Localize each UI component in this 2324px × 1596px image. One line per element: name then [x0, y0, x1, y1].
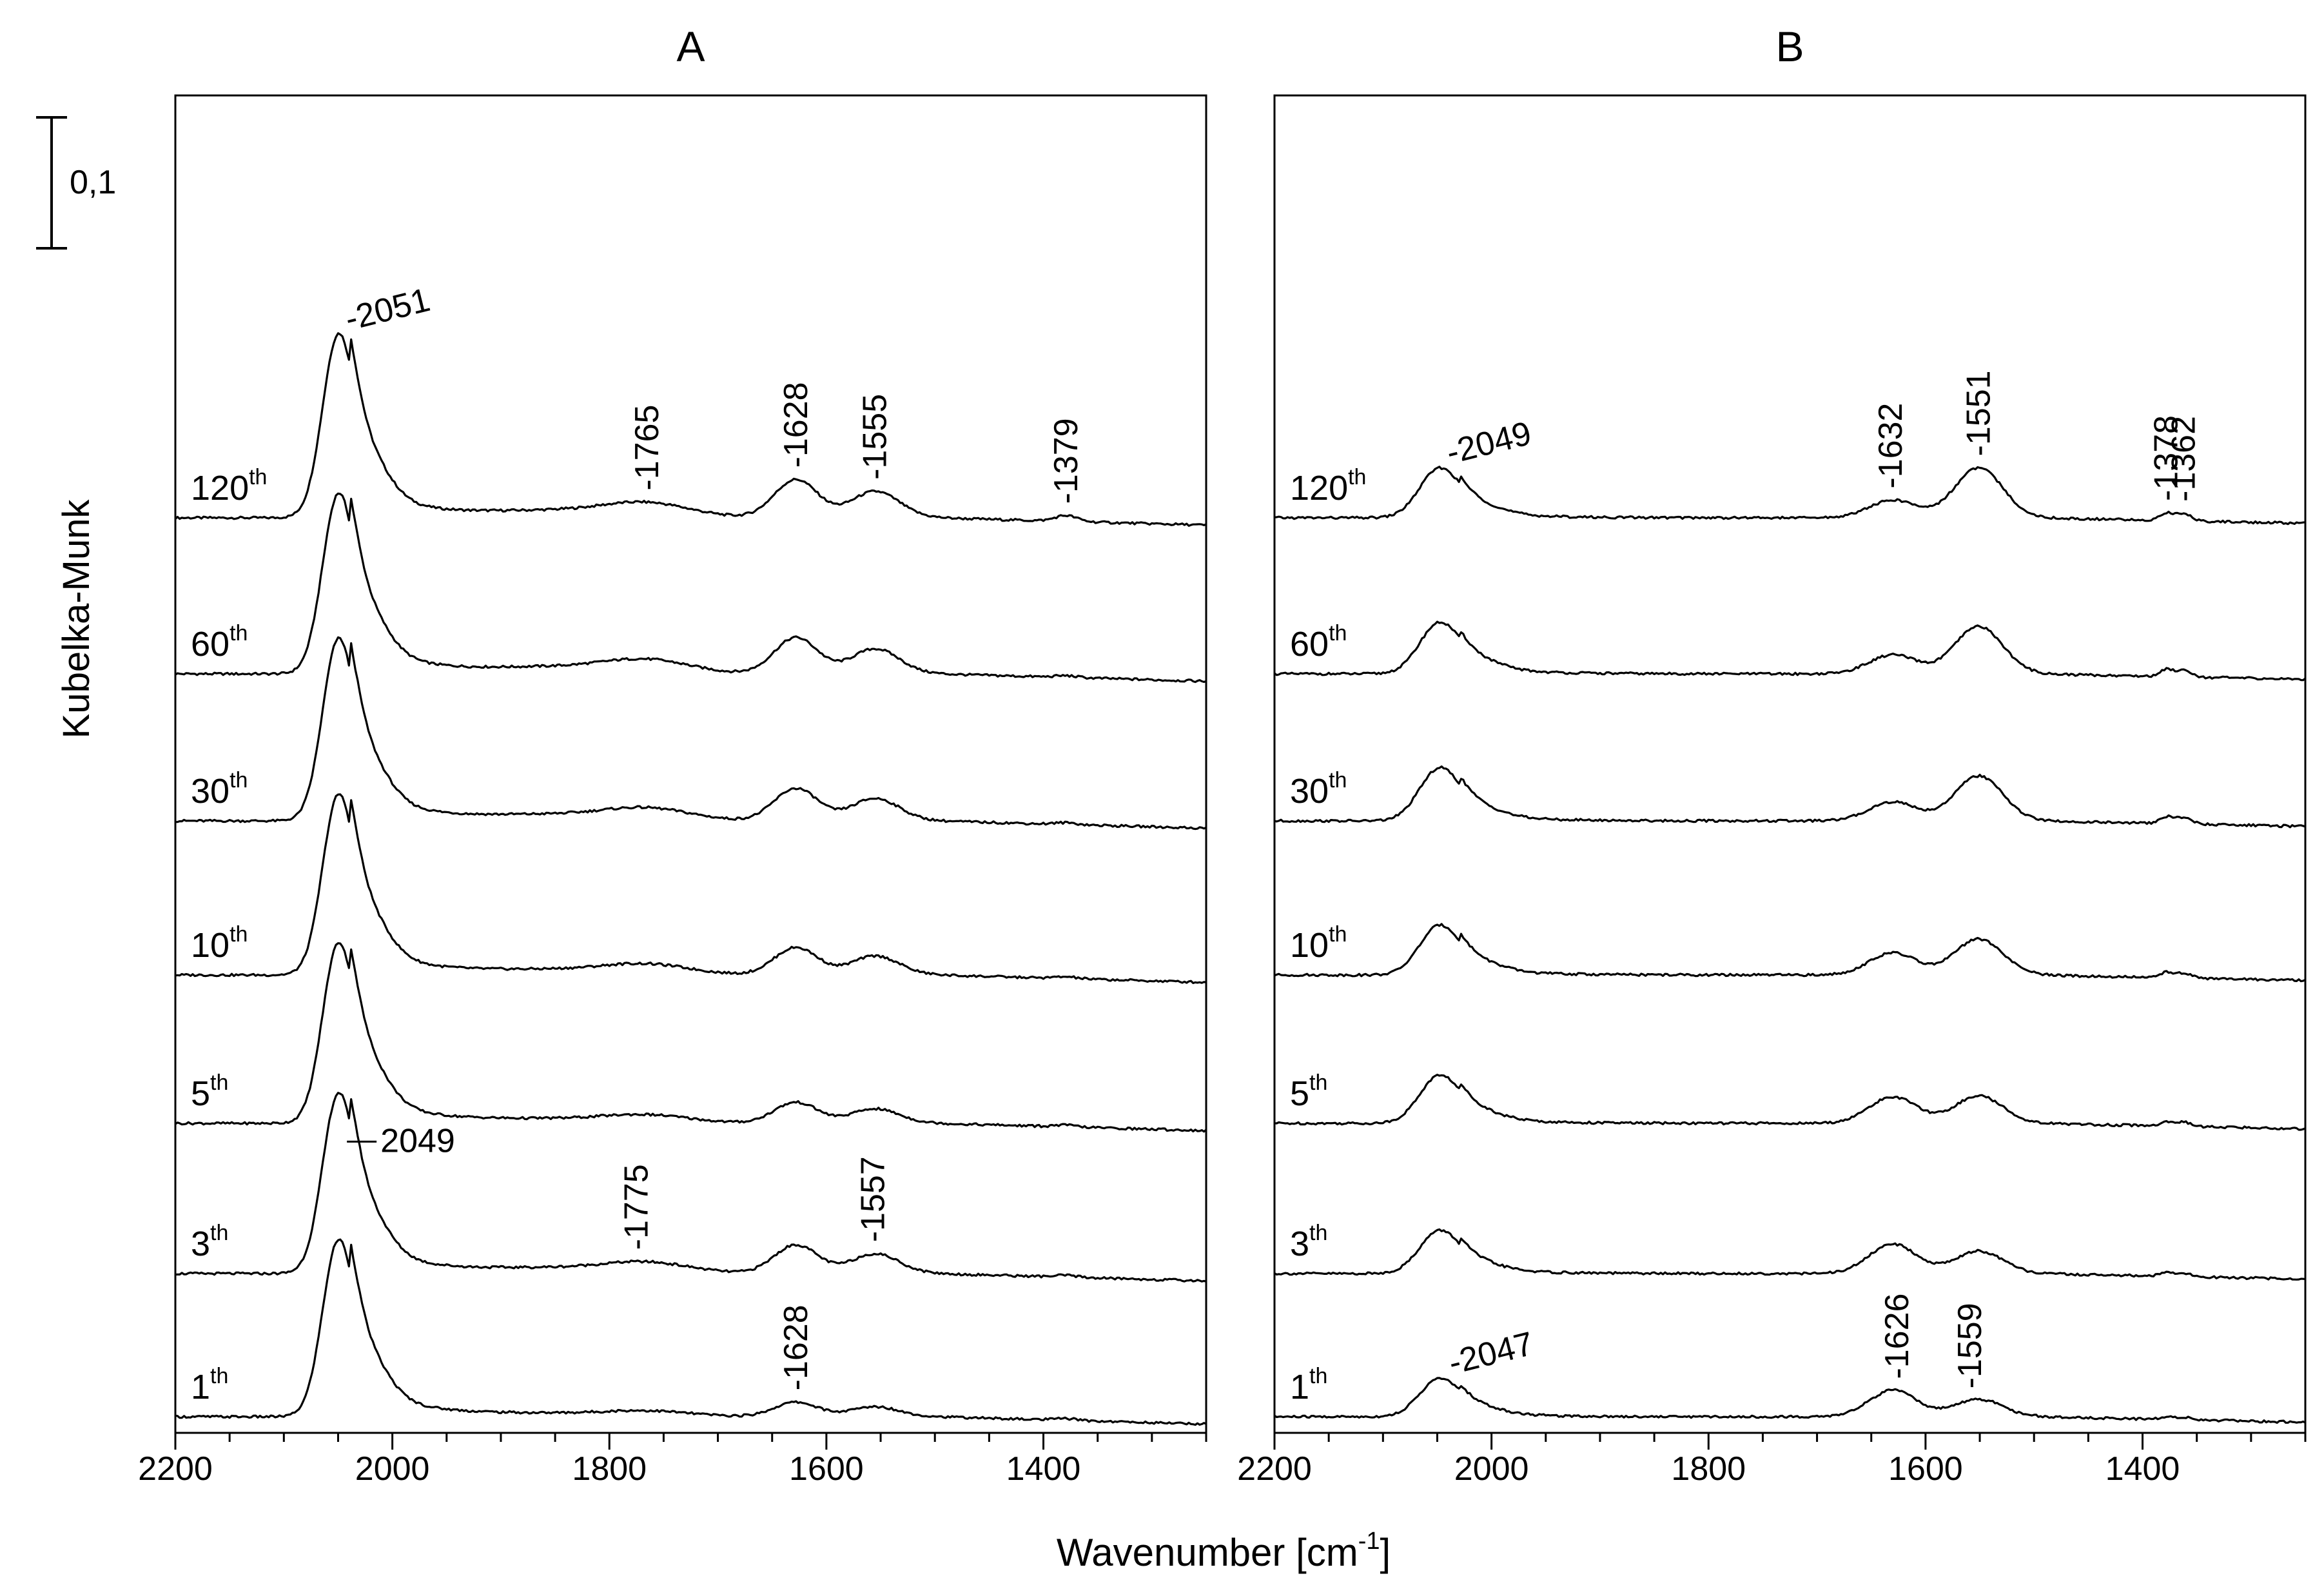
spectrum-label-suffix: th: [229, 922, 248, 947]
spectrum-label-suffix: th: [249, 465, 267, 489]
plot-frame: [1273, 94, 2307, 1434]
x-tick-label: 2200: [1237, 1450, 1312, 1488]
spectrum-label-120: 120th: [1290, 465, 1366, 507]
x-tick-label: 2200: [138, 1450, 213, 1488]
spectrum-label-suffix: th: [210, 1221, 228, 1245]
y-axis-label: Kubelka-Munk: [55, 499, 97, 739]
panel-title: B: [1775, 23, 1804, 70]
spectrum-label-3: 3th: [191, 1221, 228, 1263]
spectrum-label-suffix: th: [1309, 1221, 1327, 1245]
spectrum-line-3: [1274, 1228, 2306, 1281]
panel-b: B 2200 2000 1800 1600 1400 120th 60th 30th 10th 5t…: [1237, 23, 2307, 1488]
shared-labels: Kubelka-Munk Wavenumber [cm-1] 0,1: [36, 116, 1391, 1574]
peak-annotation-2051: -2051: [342, 281, 434, 338]
spectrum-label-1: 1th: [1290, 1364, 1327, 1406]
spectrum-line-3: [175, 1092, 1207, 1283]
peak-annotation-1559: -1559: [1951, 1303, 1989, 1388]
spectrum-line-1: [175, 1238, 1207, 1426]
peak-annotation-1362: -1362: [2165, 416, 2202, 502]
x-axis-label-superscript: -1: [1358, 1528, 1380, 1555]
spectrum-label-suffix: th: [1329, 621, 1347, 645]
spectrum-label-5: 5th: [191, 1070, 228, 1113]
peak-annotation-1551: -1551: [1960, 370, 1997, 456]
spectrum-label-60: 60th: [191, 621, 248, 664]
peak-annotation-2047: -2047: [1445, 1325, 1537, 1382]
peak-annotation-1379: -1379: [1048, 418, 1085, 504]
spectrum-line-1: [1274, 1377, 2306, 1424]
spectrum-label-30: 30th: [191, 768, 248, 811]
spectrum-label-10: 10th: [191, 922, 248, 965]
spectrum-label-suffix: th: [1309, 1070, 1327, 1095]
peak-annotation-1626: -1626: [1879, 1294, 1916, 1379]
spectrum-line-30: [175, 636, 1207, 831]
spectrum-line-10: [175, 793, 1207, 985]
spectrum-line-60: [175, 492, 1207, 684]
peak-annotation-1765: -1765: [629, 405, 666, 491]
spectrum-label-3: 3th: [1290, 1221, 1327, 1263]
spectrum-label-suffix: th: [229, 621, 248, 645]
peak-annotation-1555: -1555: [857, 394, 894, 480]
peak-annotation-1628: -1628: [777, 1305, 815, 1390]
panel-title: A: [676, 23, 705, 70]
spectrum-label-suffix: th: [1348, 465, 1366, 489]
scale-bar-label: 0,1: [70, 164, 116, 201]
spectrum-label-suffix: th: [210, 1364, 228, 1388]
spectrum-label-10: 10th: [1290, 922, 1347, 965]
peak-annotation-2049: 2049: [380, 1122, 455, 1159]
peak-annotation-1378: -1378: [2148, 415, 2185, 501]
spectrum-label-30: 30th: [1290, 768, 1347, 811]
x-tick-label: 1400: [2105, 1450, 2180, 1488]
panel-a: A 2200 2000 1800 1600 1400 120th 60th 30th 10th 5t…: [138, 23, 1207, 1488]
x-tick-label: 1600: [789, 1450, 864, 1488]
spectrum-line-30: [1274, 765, 2306, 829]
spectrum-line-120: [174, 332, 1207, 527]
x-tick-label: 2000: [1454, 1450, 1529, 1488]
plot-frame: [174, 94, 1207, 1434]
spectrum-label-suffix: th: [1329, 768, 1347, 793]
spectrum-line-60: [1273, 620, 2306, 682]
peak-annotation-1632: -1632: [1872, 403, 1909, 489]
x-tick-label: 2000: [355, 1450, 430, 1488]
spectrum-label-120: 120th: [191, 465, 267, 507]
x-tick-label: 1800: [572, 1450, 647, 1488]
spectrum-label-5: 5th: [1290, 1070, 1327, 1113]
peak-annotation-1557: -1557: [854, 1156, 892, 1242]
spectrum-label-suffix: th: [229, 768, 248, 793]
peak-annotation-2049: -2049: [1443, 415, 1535, 471]
x-tick-label: 1600: [1888, 1450, 1963, 1488]
spectrum-line-5: [1274, 1074, 2306, 1131]
spectrum-label-suffix: th: [1329, 922, 1347, 947]
x-tick-label: 1800: [1671, 1450, 1746, 1488]
spectrum-line-10: [1274, 923, 2306, 983]
x-tick-label: 1400: [1006, 1450, 1081, 1488]
spectrum-line-120: [1274, 466, 2306, 526]
spectrum-line-5: [175, 942, 1207, 1133]
spectrum-label-suffix: th: [210, 1070, 228, 1095]
x-axis-label: Wavenumber [cm-1]: [1057, 1528, 1391, 1574]
spectrum-label-1: 1th: [191, 1364, 228, 1406]
spectrum-label-suffix: th: [1309, 1364, 1327, 1388]
peak-annotation-1628: -1628: [777, 382, 815, 468]
x-axis-label-end: ]: [1380, 1531, 1391, 1574]
spectrum-label-60: 60th: [1290, 621, 1347, 664]
peak-annotation-1775: -1775: [618, 1164, 655, 1250]
